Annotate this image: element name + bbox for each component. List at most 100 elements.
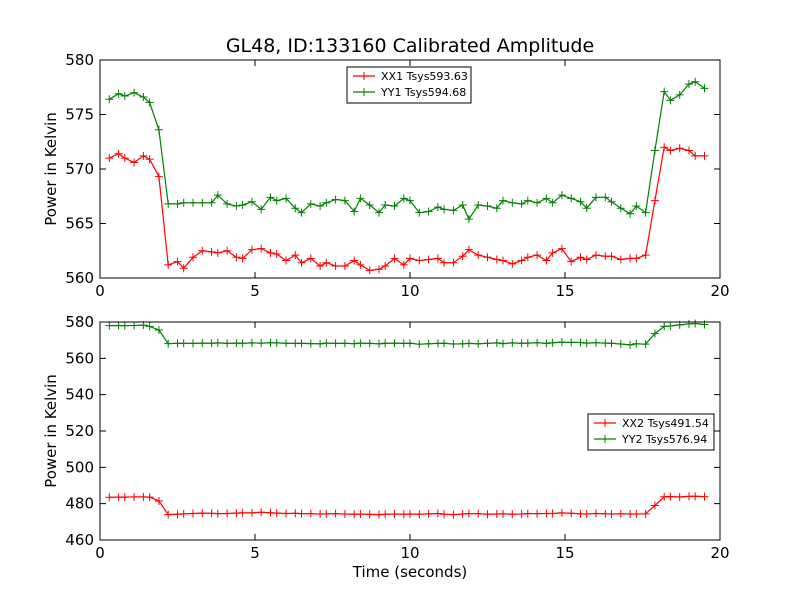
data-point — [548, 248, 557, 257]
data-point — [399, 260, 408, 269]
data-point — [114, 149, 123, 158]
data-point — [660, 143, 669, 152]
data-point — [415, 340, 424, 349]
x-tick-label: 20 — [710, 282, 729, 300]
data-point — [350, 207, 359, 216]
data-point — [375, 265, 383, 274]
data-point — [517, 256, 526, 265]
data-point — [626, 340, 635, 349]
data-point — [154, 125, 163, 134]
data-point — [542, 256, 551, 265]
data-point — [616, 509, 625, 518]
data-point — [508, 510, 517, 519]
data-point — [105, 321, 114, 330]
data-point — [533, 338, 542, 347]
data-point — [179, 264, 188, 273]
data-point — [492, 338, 501, 347]
data-point — [266, 248, 275, 257]
legend-marker — [601, 435, 609, 443]
data-point — [691, 492, 700, 501]
data-point — [145, 322, 154, 331]
data-point — [415, 256, 424, 265]
data-point — [641, 208, 650, 217]
top-panel: 0 5 10 15 20 560 565 570 575 580 Power in Kelvin XX… — [42, 51, 730, 300]
data-point — [238, 508, 247, 517]
data-point — [607, 197, 616, 206]
data-point — [592, 338, 600, 347]
y-tick-label: 565 — [65, 215, 94, 233]
data-point — [607, 339, 616, 348]
data-point — [517, 199, 526, 208]
data-point — [424, 255, 433, 264]
data-point — [154, 496, 163, 505]
x-tick-label: 5 — [250, 544, 260, 562]
data-point — [105, 95, 114, 104]
data-point — [340, 339, 349, 348]
data-point — [415, 208, 424, 217]
data-point — [548, 338, 557, 347]
data-point — [247, 508, 256, 517]
data-point — [365, 266, 374, 275]
data-point — [557, 191, 566, 200]
data-point — [483, 510, 492, 519]
data-point — [632, 254, 641, 263]
data-point — [297, 339, 306, 348]
y-tick-label: 575 — [65, 106, 94, 124]
data-point — [508, 198, 517, 207]
data-point — [685, 146, 693, 155]
data-point — [576, 338, 585, 347]
legend: XX2 Tsys491.54 YY2 Tsys576.94 — [587, 413, 715, 451]
legend-box — [587, 413, 715, 451]
y-tick-label: 480 — [65, 495, 94, 513]
data-point — [557, 244, 566, 253]
data-point — [198, 509, 207, 518]
data-point — [282, 194, 290, 203]
data-point — [316, 202, 325, 211]
data-point — [105, 493, 114, 502]
data-point — [567, 257, 576, 266]
data-point — [145, 155, 154, 164]
data-point — [223, 199, 232, 208]
data-point — [189, 339, 197, 348]
chart-title: GL48, ID:133160 Calibrated Amplitude — [226, 35, 594, 57]
data-point — [406, 196, 414, 205]
data-point — [154, 325, 163, 334]
data-point — [440, 510, 449, 519]
data-point — [189, 198, 197, 207]
data-point — [189, 509, 197, 518]
data-point — [601, 193, 610, 202]
series-2 — [105, 77, 709, 224]
data-point — [322, 339, 331, 348]
data-point — [247, 338, 256, 347]
data-point — [114, 89, 123, 98]
legend-marker — [360, 72, 368, 80]
data-point — [164, 199, 173, 208]
data-point — [164, 339, 173, 348]
data-point — [139, 93, 148, 102]
data-point — [381, 262, 390, 271]
data-point — [607, 510, 616, 519]
legend-label: YY2 Tsys576.94 — [621, 433, 707, 446]
y-tick-label: 580 — [65, 313, 94, 331]
data-point — [474, 339, 483, 348]
y-axis-label: Power in Kelvin — [42, 112, 60, 226]
data-point — [464, 215, 473, 224]
data-point — [365, 339, 374, 348]
data-point — [666, 492, 675, 501]
data-point — [282, 256, 290, 265]
data-point — [474, 251, 483, 260]
data-point — [499, 256, 507, 265]
data-point — [257, 339, 266, 348]
data-point — [120, 321, 129, 330]
data-point — [340, 510, 349, 519]
data-point — [691, 151, 700, 160]
x-tick-label: 15 — [555, 282, 574, 300]
data-point — [375, 339, 383, 348]
data-point — [433, 254, 442, 263]
y-tick-label: 540 — [65, 386, 94, 404]
data-point — [492, 255, 501, 264]
data-point — [700, 151, 709, 160]
data-point — [666, 321, 675, 330]
data-point — [458, 200, 467, 209]
data-point — [356, 339, 365, 348]
